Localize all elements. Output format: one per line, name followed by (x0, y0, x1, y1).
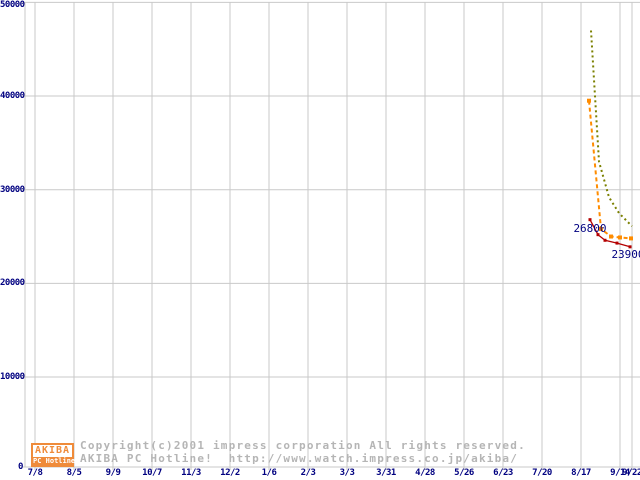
lowest-price-marker (588, 218, 592, 222)
lowest-price-marker (615, 241, 619, 245)
y-tick-label: 10000 (0, 372, 25, 382)
akiba-pc-hotline-logo: AKIBA PC Hotline! (31, 443, 80, 467)
x-tick-label: 4/28 (415, 468, 435, 478)
highest-price-line (590, 30, 633, 227)
price-annotation: 26800 (573, 222, 607, 235)
x-tick-label: 9/22 (622, 468, 640, 478)
x-tick-label: 11/3 (181, 468, 201, 478)
x-tick-label: 9/14 (610, 468, 630, 478)
x-tick-label: 2/3 (300, 468, 316, 478)
logo-akiba-text: AKIBA (34, 445, 71, 456)
y-tick-label: 30000 (0, 185, 25, 195)
x-tick-label: 3/31 (376, 468, 396, 478)
origin-zero-label: 0 (18, 462, 23, 472)
average-price-line (588, 100, 632, 240)
price-annotation: 23900 (611, 248, 640, 261)
lowest-price-marker (628, 245, 632, 249)
average-price-marker (599, 227, 603, 232)
x-tick-label: 7/8 (27, 468, 43, 478)
y-tick-label: 20000 (0, 278, 25, 288)
x-tick-label: 6/23 (493, 468, 513, 478)
lowest-price-marker (596, 233, 600, 237)
x-tick-label: 8/17 (571, 468, 591, 478)
x-tick-label: 10/7 (142, 468, 162, 478)
y-tick-label: 50000 (0, 0, 25, 10)
x-tick-label: 3/3 (339, 468, 355, 478)
x-tick-label: 9/9 (105, 468, 121, 478)
average-price-marker (609, 234, 613, 239)
lowest-price-marker (603, 238, 607, 242)
x-tick-label: 1/6 (261, 468, 277, 478)
x-tick-label: 5/26 (454, 468, 474, 478)
logo-pc-hotline-text: PC Hotline! (33, 457, 80, 465)
average-price-marker (629, 236, 633, 241)
x-tick-label: 7/20 (532, 468, 552, 478)
copyright-watermark-line1: Copyright(c)2001 impress corporation All… (80, 439, 526, 452)
average-price-marker (618, 235, 622, 240)
x-tick-label: 8/5 (66, 468, 82, 478)
x-tick-label: 12/2 (220, 468, 240, 478)
average-price-marker (587, 98, 591, 103)
copyright-watermark-line2: AKIBA PC Hotline! http://www.watch.impre… (80, 452, 519, 465)
y-tick-label: 40000 (0, 91, 25, 101)
